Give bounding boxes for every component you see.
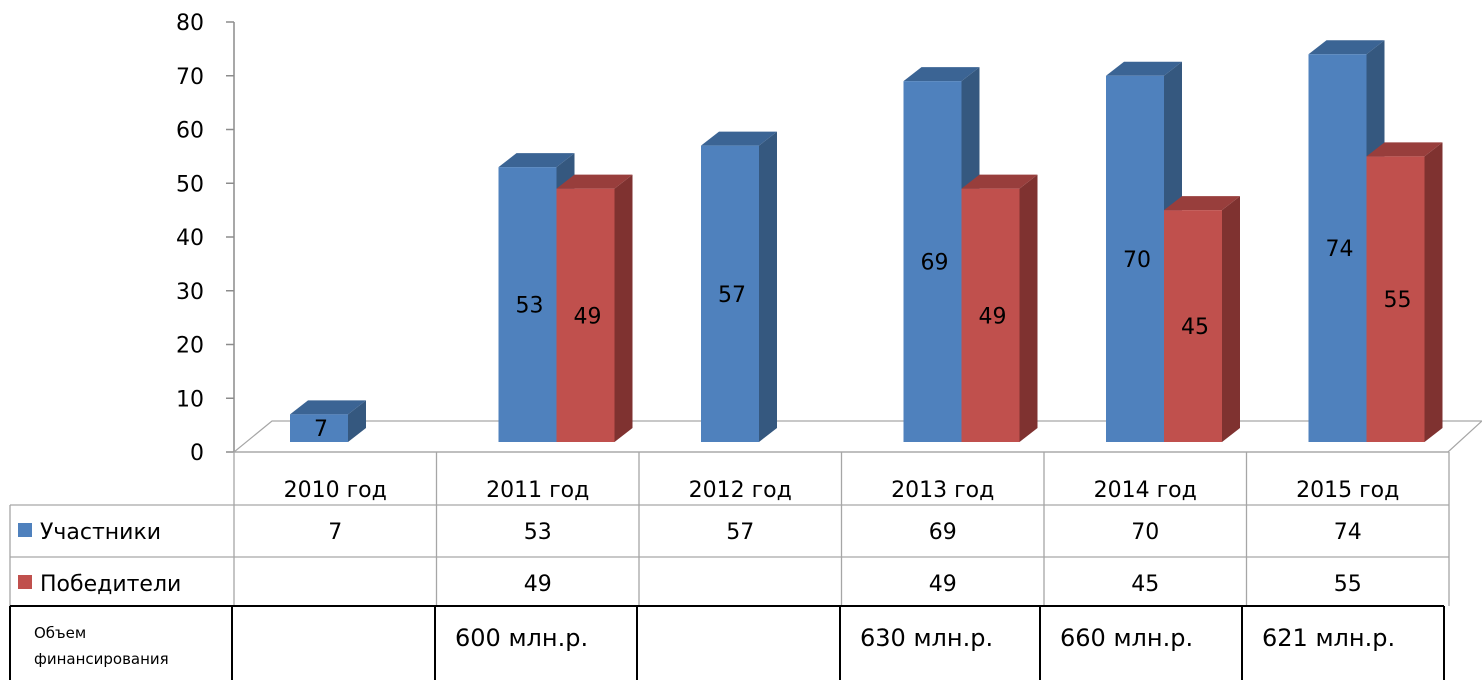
bar-side [614,174,633,442]
bar-top [556,174,633,189]
funding-value: 660 млн.р. [1060,624,1193,652]
bar-data-label: 7 [314,417,328,442]
y-tick-label: 20 [176,334,204,359]
category-label: 2011 год [486,478,589,503]
bar-top [961,174,1038,189]
bar-side [1019,174,1038,442]
bar [961,188,1020,442]
y-tick-label: 60 [176,119,204,144]
bar-top [1366,142,1443,157]
bar-top [701,131,777,146]
y-tick-label: 10 [176,387,204,412]
legend-label: Победители [40,572,181,597]
axis-layer: 0 10 20 30 40 50 60 70 80 [176,11,1482,466]
funding-value: 630 млн.р. [860,624,993,652]
bar-Участники [290,400,366,442]
bar [290,414,348,442]
category-label: 2013 год [891,478,994,503]
bar-side [1424,142,1443,442]
y-tick-label: 50 [176,172,204,197]
bar-Победители [556,174,633,442]
category-label: 2014 год [1094,478,1197,503]
bar-top [1308,40,1385,55]
y-tick-label: 70 [176,65,204,90]
bars-layer: 7 53 49 57 69 49 70 45 74 55 [290,40,1443,442]
y-tick-label: 40 [176,226,204,251]
bar [1164,210,1222,442]
y-tick-label: 30 [176,280,204,305]
table-cell: 7 [328,520,342,545]
table-cell: 49 [929,572,957,597]
bar [1366,156,1425,442]
table-cell: 70 [1131,520,1159,545]
y-tick-label: 0 [190,441,204,466]
bar-data-label: 57 [718,283,746,308]
bar-Победители [1366,142,1443,442]
table-cell: 55 [1334,572,1362,597]
table-cell: 57 [726,520,754,545]
table-cell: 53 [524,520,552,545]
bar [556,188,615,442]
bar [1308,54,1367,442]
bar [1106,75,1164,442]
category-label: 2012 год [689,478,792,503]
bar-top [498,153,575,168]
funding-label: Объем [34,624,86,642]
bar [498,167,557,442]
bar [701,145,759,442]
bar-data-label: 55 [1384,288,1412,313]
bar [903,81,962,442]
bar-data-label: 69 [921,251,949,276]
category-label: 2015 год [1296,478,1399,503]
table-cell: 74 [1334,520,1362,545]
bar-side [759,131,777,442]
bar-top [903,67,980,82]
bar-side [1222,196,1240,442]
bar-Участники [701,131,777,442]
bar-data-label: 70 [1123,248,1151,273]
category-label: 2010 год [284,478,387,503]
funding-label: финансирования [34,650,169,668]
bar-top [1164,196,1240,211]
chart-floor [232,420,1482,453]
table-cell: 45 [1131,572,1159,597]
table-cell: 69 [929,520,957,545]
bar-Победители [961,174,1038,442]
y-tick-label: 80 [176,11,204,36]
bar-side [348,400,366,442]
funding-value: 621 млн.р. [1262,624,1395,652]
bar-top [1106,61,1182,76]
legend-label: Участники [40,520,161,545]
funding-value: 600 млн.р. [455,624,588,652]
bar-Победители [1164,196,1240,442]
table-cell: 49 [524,572,552,597]
legend-swatch [18,575,32,589]
data-table: 2010 год 2011 год 2012 год 2013 год 2014 год… [9,451,1450,680]
bar-data-label: 49 [979,304,1007,329]
bar-data-label: 45 [1181,315,1209,340]
legend-swatch [18,523,32,537]
bar-top [290,400,366,415]
bar-data-label: 49 [574,304,602,329]
bar-data-label: 74 [1326,237,1354,262]
bar-data-label: 53 [516,294,544,319]
